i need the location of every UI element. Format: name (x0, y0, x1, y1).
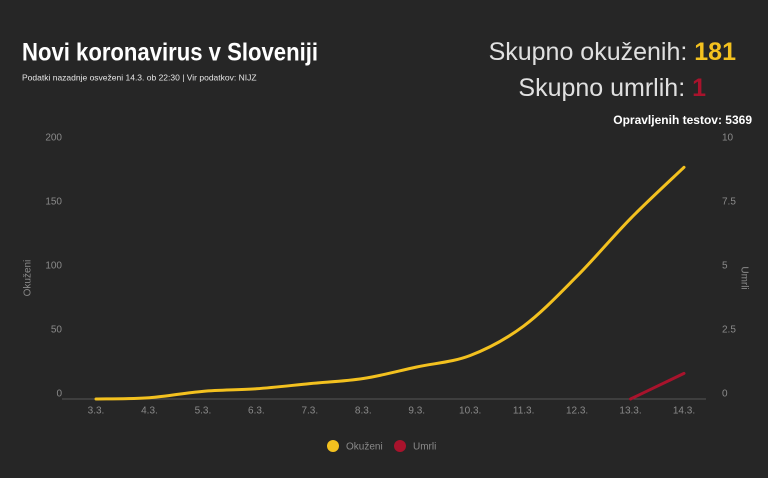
legend-label: Okuženi (346, 442, 383, 453)
y2-tick-label: 5 (722, 261, 728, 272)
legend-marker (394, 440, 406, 452)
x-tick-label: 10.3. (459, 406, 481, 417)
x-tick-label: 7.3. (301, 406, 318, 417)
x-tick-label: 11.3. (513, 406, 535, 417)
infected-stat: Skupno okuženih: 181 (489, 38, 737, 66)
y-axis-label: Okuženi (23, 260, 34, 297)
y2-tick-label: 2.5 (722, 325, 736, 336)
deaths-stat: Skupno umrlih: 1 (518, 74, 706, 102)
deaths-value: 1 (692, 74, 706, 102)
x-tick-label: 12.3. (566, 406, 588, 417)
y-tick-label: 100 (45, 261, 62, 272)
x-tick-label: 6.3. (248, 406, 265, 417)
y-tick-label: 200 (45, 133, 62, 144)
infected-label: Skupno okuženih: (489, 38, 688, 66)
y2-axis-label: Umrli (738, 266, 749, 289)
tests-stat: Opravljenih testov: 5369 (613, 113, 752, 127)
series-line (94, 165, 686, 401)
x-tick-label: 3.3. (88, 406, 105, 417)
deaths-label: Skupno umrlih: (518, 74, 685, 102)
legend-label: Umrli (413, 442, 436, 453)
series-line (629, 371, 686, 401)
tests-value: 5369 (725, 113, 752, 127)
x-tick-label: 5.3. (195, 406, 212, 417)
x-tick-label: 14.3. (673, 406, 695, 417)
tests-label: Opravljenih testov: (613, 113, 722, 127)
y-tick-label: 0 (56, 389, 62, 400)
x-tick-label: 9.3. (408, 406, 425, 417)
legend-marker (327, 440, 339, 452)
infected-value: 181 (694, 38, 736, 66)
y-tick-label: 150 (45, 197, 62, 208)
y2-tick-label: 10 (722, 133, 734, 144)
chart-title: Novi koronavirus v Sloveniji (22, 39, 318, 67)
x-tick-label: 8.3. (355, 406, 372, 417)
x-tick-label: 4.3. (141, 406, 158, 417)
y-tick-label: 50 (51, 325, 63, 336)
y2-tick-label: 7.5 (722, 197, 736, 208)
chart-subtitle: Podatki nazadnje osveženi 14.3. ob 22:30… (22, 72, 257, 82)
x-tick-label: 13.3. (619, 406, 641, 417)
y2-tick-label: 0 (722, 389, 728, 400)
